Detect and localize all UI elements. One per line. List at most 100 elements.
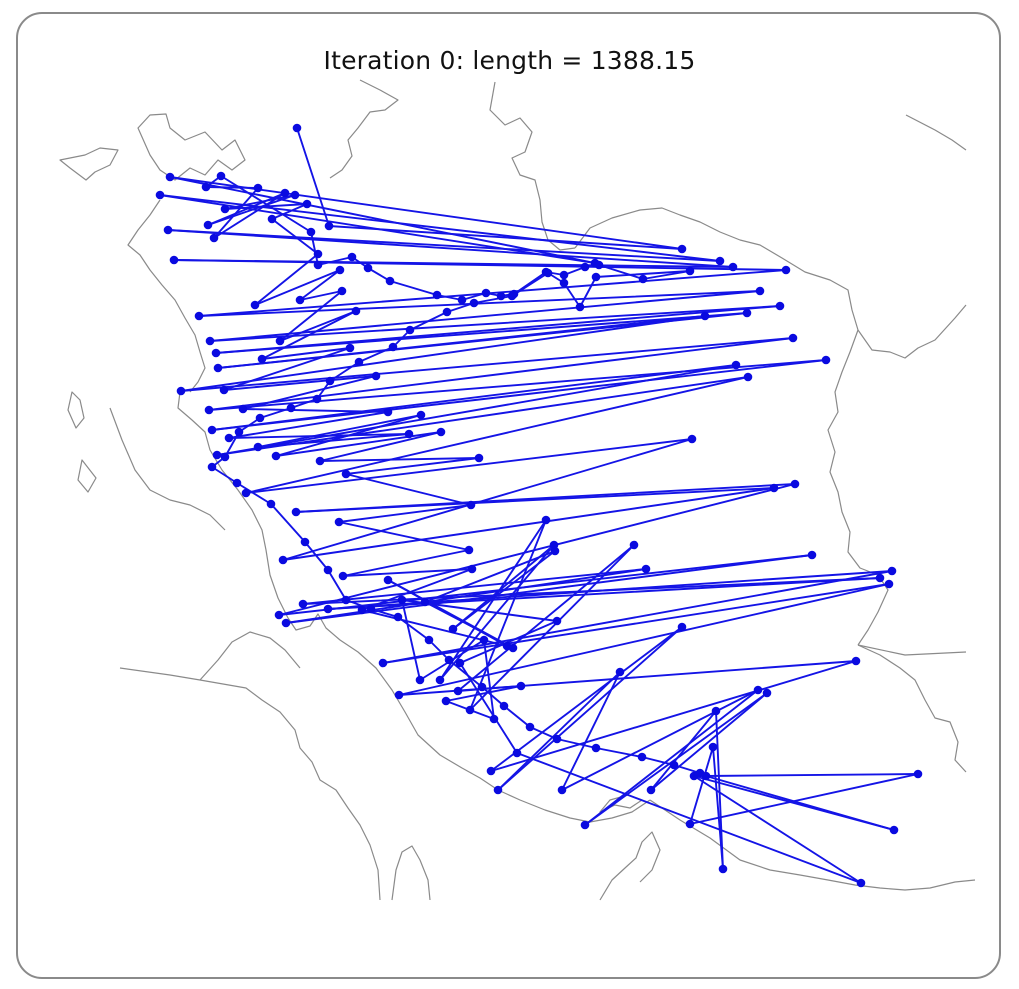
route-segment xyxy=(650,692,768,791)
city-point xyxy=(444,655,454,665)
route-segment xyxy=(290,398,318,409)
city-point xyxy=(325,376,335,386)
route-layer xyxy=(159,127,919,884)
route-segment xyxy=(228,433,410,439)
city-point xyxy=(711,706,721,716)
city-point xyxy=(357,605,367,615)
city-point xyxy=(507,291,517,301)
route-segment xyxy=(439,519,547,681)
city-point xyxy=(250,300,260,310)
route-segment xyxy=(503,705,531,728)
city-point xyxy=(467,564,477,574)
city-point xyxy=(415,675,425,685)
city-point xyxy=(646,785,656,795)
city-point xyxy=(557,785,567,795)
city-point xyxy=(466,500,476,510)
route-segment xyxy=(211,359,827,431)
city-point xyxy=(695,768,705,778)
city-point xyxy=(209,233,219,243)
route-segment xyxy=(342,568,473,577)
city-point xyxy=(875,573,885,583)
route-segment xyxy=(445,685,522,702)
city-point xyxy=(889,825,899,835)
city-point xyxy=(687,434,697,444)
city-point xyxy=(335,265,345,275)
city-point xyxy=(300,537,310,547)
route-segment xyxy=(595,270,691,278)
city-point xyxy=(677,244,687,254)
city-point xyxy=(345,343,355,353)
city-point xyxy=(306,227,316,237)
route-segment xyxy=(448,659,483,688)
route-segment xyxy=(424,550,556,603)
route-segment xyxy=(387,579,508,647)
route-segment xyxy=(563,282,581,308)
route-segment xyxy=(211,466,238,484)
city-point xyxy=(302,199,312,209)
city-point xyxy=(469,298,479,308)
route-segment xyxy=(270,503,306,543)
city-point xyxy=(165,172,175,182)
route-segment xyxy=(304,541,329,571)
city-point xyxy=(363,263,373,273)
route-segment xyxy=(224,203,308,210)
route-segment xyxy=(338,504,472,523)
route-segment xyxy=(469,519,547,711)
city-point xyxy=(313,249,323,259)
city-point xyxy=(790,479,800,489)
city-point xyxy=(464,545,474,555)
city-point xyxy=(512,748,522,758)
city-point xyxy=(211,348,221,358)
route-segment xyxy=(278,483,796,616)
route-segment xyxy=(296,127,330,227)
city-point xyxy=(278,555,288,565)
route-segment xyxy=(271,203,308,220)
route-segment xyxy=(198,269,787,317)
city-point xyxy=(204,405,214,415)
city-point xyxy=(516,681,526,691)
city-point xyxy=(271,451,281,461)
route-segment xyxy=(705,773,919,777)
city-point xyxy=(213,363,223,373)
city-point xyxy=(453,686,463,696)
city-point xyxy=(313,260,323,270)
city-point xyxy=(762,688,772,698)
city-point xyxy=(685,819,695,829)
route-segment xyxy=(490,626,683,772)
city-point xyxy=(580,820,590,830)
route-segment xyxy=(345,473,472,506)
city-point xyxy=(591,272,601,282)
route-segment xyxy=(327,577,881,610)
city-point xyxy=(775,301,785,311)
route-segment xyxy=(180,337,794,392)
route-segment xyxy=(180,315,706,392)
city-point xyxy=(481,288,491,298)
route-segment xyxy=(457,685,522,692)
city-point xyxy=(155,190,165,200)
city-point xyxy=(371,371,381,381)
city-point xyxy=(257,354,267,364)
city-point xyxy=(341,595,351,605)
city-point xyxy=(594,260,604,270)
route-segment xyxy=(319,457,480,462)
city-point xyxy=(163,225,173,235)
map-borders xyxy=(59,79,976,901)
route-segment xyxy=(712,746,724,870)
city-point xyxy=(220,204,230,214)
city-point xyxy=(203,220,213,230)
city-point xyxy=(499,701,509,711)
city-point xyxy=(887,566,897,576)
city-point xyxy=(550,546,560,556)
city-point xyxy=(253,442,263,452)
city-point xyxy=(432,290,442,300)
route-segment xyxy=(497,671,621,791)
figure-frame xyxy=(16,12,1001,979)
route-segment xyxy=(245,376,749,494)
city-point xyxy=(267,214,277,224)
route-segment xyxy=(693,775,895,831)
city-point xyxy=(559,270,569,280)
city-point xyxy=(266,499,276,509)
route-segment xyxy=(556,738,597,749)
route-segment xyxy=(483,639,495,720)
city-point xyxy=(552,734,562,744)
